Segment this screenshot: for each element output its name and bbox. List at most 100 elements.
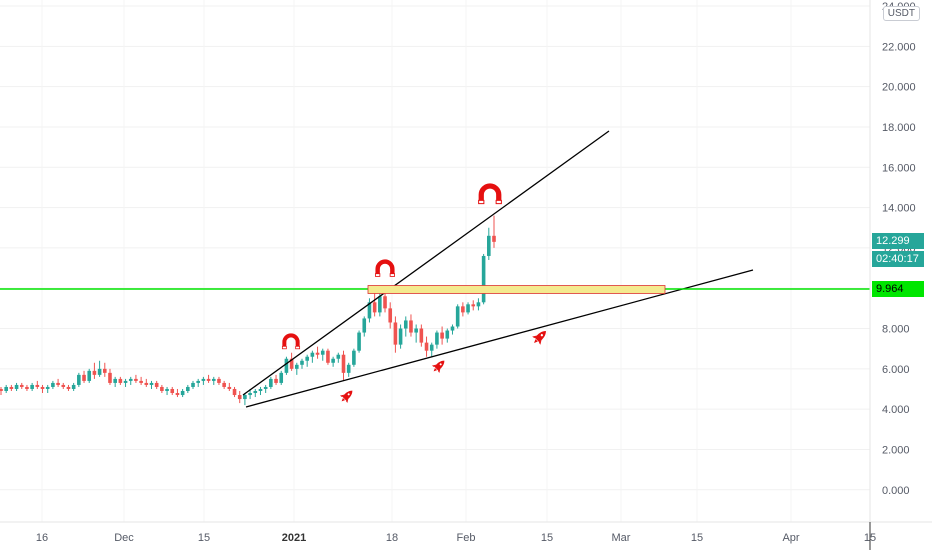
candle — [113, 376, 117, 387]
candle — [383, 290, 387, 313]
candle — [206, 374, 211, 383]
candle — [40, 384, 45, 394]
icon-layer — [281, 183, 546, 404]
candle — [435, 330, 439, 349]
y-tick-label: 0.000 — [882, 485, 910, 497]
y-tick-label: 16.000 — [882, 162, 916, 174]
x-tick-label: 18 — [386, 532, 398, 544]
candle — [118, 376, 123, 385]
candle — [331, 356, 335, 367]
y-tick-label: 4.000 — [882, 404, 910, 416]
candle — [455, 304, 460, 329]
x-tick-label: Feb — [457, 532, 476, 544]
candle — [409, 314, 413, 337]
candle — [25, 384, 29, 391]
candle — [263, 384, 268, 394]
y-tick-label: 2.000 — [882, 444, 910, 456]
x-tick-label: 15 — [864, 532, 876, 544]
candle — [367, 298, 372, 323]
candle — [186, 384, 190, 394]
candle — [372, 292, 377, 317]
y-tick-label: 22.000 — [882, 41, 916, 53]
x-tick-label: 15 — [691, 532, 703, 544]
candle — [66, 384, 71, 391]
candle — [295, 362, 299, 375]
candle — [71, 382, 76, 391]
candle — [196, 378, 200, 387]
candle — [269, 376, 273, 389]
candle — [82, 370, 86, 383]
candle — [305, 354, 309, 367]
candle — [362, 316, 367, 337]
upper-trend-line[interactable] — [242, 130, 610, 396]
rocket-icon — [339, 390, 353, 404]
candle — [461, 302, 465, 317]
magnet-icon — [375, 259, 395, 277]
candle — [30, 382, 34, 391]
candle — [300, 358, 304, 369]
candle — [258, 386, 263, 396]
drawings-layer — [0, 130, 870, 408]
candle — [227, 382, 232, 391]
magnet-icon — [281, 333, 301, 350]
last-price-tag: 12.299 — [872, 233, 924, 249]
candle — [487, 227, 491, 260]
candlestick-series — [0, 215, 496, 406]
candle — [211, 376, 216, 385]
candle — [289, 352, 294, 371]
level-price-tag: 9.964 — [872, 281, 924, 297]
candle — [274, 374, 278, 385]
currency-badge[interactable]: USDT — [882, 6, 920, 21]
candle — [170, 386, 175, 396]
candle — [440, 326, 444, 345]
lower-trend-line[interactable] — [245, 269, 754, 408]
candle — [175, 388, 180, 398]
candle — [388, 302, 393, 329]
candle — [393, 316, 398, 353]
candle — [51, 380, 55, 389]
candle — [403, 316, 408, 337]
candle — [243, 393, 247, 406]
candle — [35, 380, 40, 389]
candle — [134, 374, 138, 383]
candle — [201, 376, 206, 385]
x-tick-label: 16 — [36, 532, 48, 544]
x-tick-label: Apr — [782, 532, 799, 544]
resistance-zone[interactable] — [367, 285, 666, 294]
candle — [139, 376, 143, 385]
candle — [424, 336, 429, 357]
rocket-icon — [431, 360, 445, 374]
candle — [19, 382, 24, 389]
candle — [481, 253, 486, 305]
candle — [310, 350, 315, 363]
candle — [154, 380, 159, 389]
candle — [341, 350, 346, 381]
candle — [160, 384, 164, 394]
magnet-icon — [478, 183, 502, 205]
candle — [128, 376, 133, 385]
candle — [237, 390, 242, 404]
candle — [279, 370, 284, 385]
candle — [450, 324, 455, 335]
x-tick-label: 2021 — [282, 532, 306, 544]
candle — [357, 330, 361, 353]
candle — [253, 388, 258, 398]
candle — [476, 298, 481, 311]
candle — [217, 376, 221, 385]
countdown-tag: 02:40:17 — [872, 251, 924, 267]
candle — [336, 352, 341, 363]
candle — [191, 380, 195, 389]
candle — [445, 328, 450, 343]
candle — [149, 380, 154, 389]
candle — [56, 378, 60, 387]
x-tick-label: 15 — [198, 532, 210, 544]
candle — [429, 342, 434, 357]
candle — [466, 302, 470, 315]
candle — [108, 368, 112, 385]
candle — [97, 360, 102, 377]
candle — [144, 378, 149, 387]
candle — [87, 368, 92, 383]
candle — [398, 324, 403, 349]
